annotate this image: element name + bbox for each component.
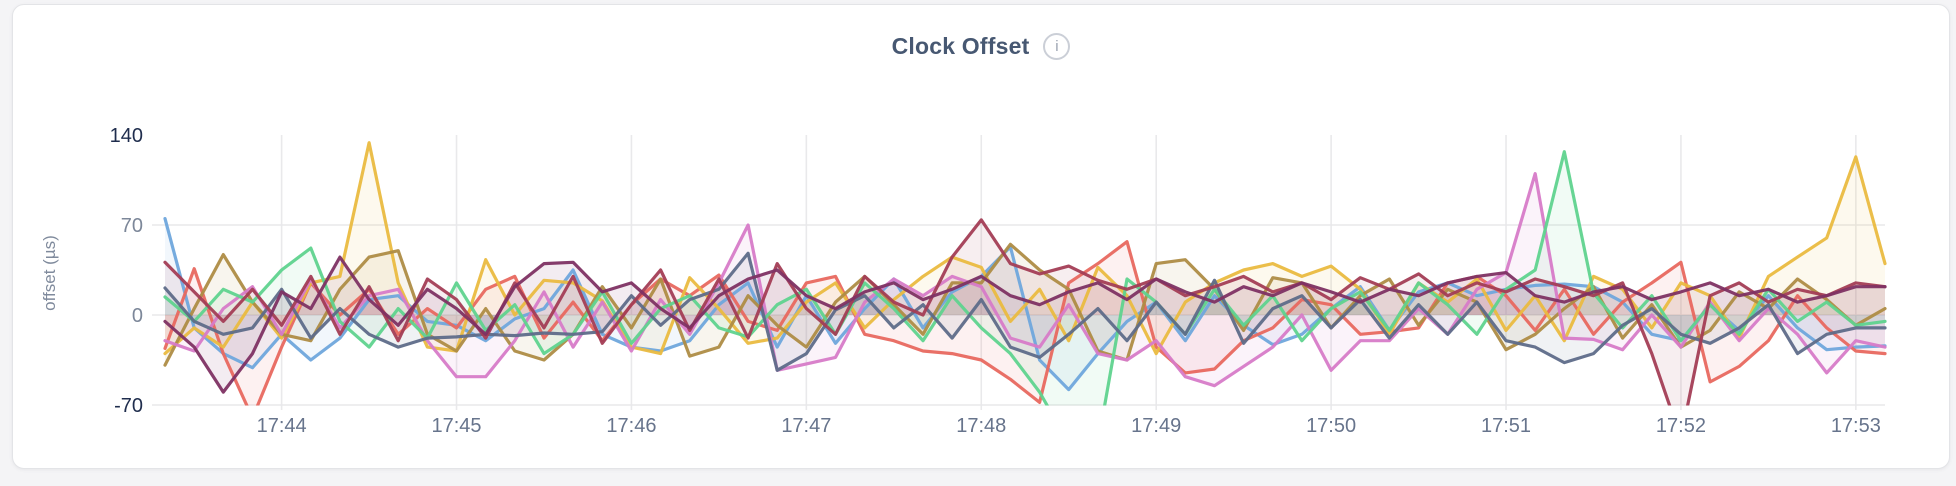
x-tick-label: 17:50: [1306, 415, 1356, 437]
x-tick-label: 17:52: [1656, 415, 1706, 437]
info-icon[interactable]: i: [1043, 33, 1071, 60]
series-line-plum: [163, 255, 1887, 394]
x-tick-label: 17:47: [781, 415, 831, 437]
chart-title: Clock Offset: [891, 33, 1030, 59]
x-tick-label: 17:53: [1831, 415, 1881, 437]
series-line-salmon: [163, 240, 1887, 406]
y-tick-label: -70: [114, 395, 143, 417]
series-line-gold: [163, 141, 1887, 356]
y-tick-label: 0: [132, 305, 143, 327]
x-tick-label: 17:48: [956, 415, 1006, 437]
x-tick-label: 17:44: [257, 415, 307, 437]
series-area-slate: [165, 253, 1885, 371]
x-tick-label: 17:49: [1131, 415, 1181, 437]
y-tick-label: 140: [110, 125, 143, 147]
series-line-orchid: [163, 172, 1887, 388]
series-area-green: [165, 151, 1885, 406]
y-tick-label: 70: [121, 215, 143, 237]
series-line-green: [163, 150, 1887, 406]
series-area-maroon: [165, 219, 1885, 406]
x-tick-label: 17:45: [431, 415, 481, 437]
series-line-maroon: [163, 218, 1887, 406]
x-tick-label: 17:46: [606, 415, 656, 437]
x-tick-label: 17:51: [1481, 415, 1531, 437]
chart-header: Clock Offset i: [13, 33, 1949, 60]
series-line-slate: [163, 251, 1887, 372]
info-icon-glyph: i: [1055, 38, 1059, 55]
